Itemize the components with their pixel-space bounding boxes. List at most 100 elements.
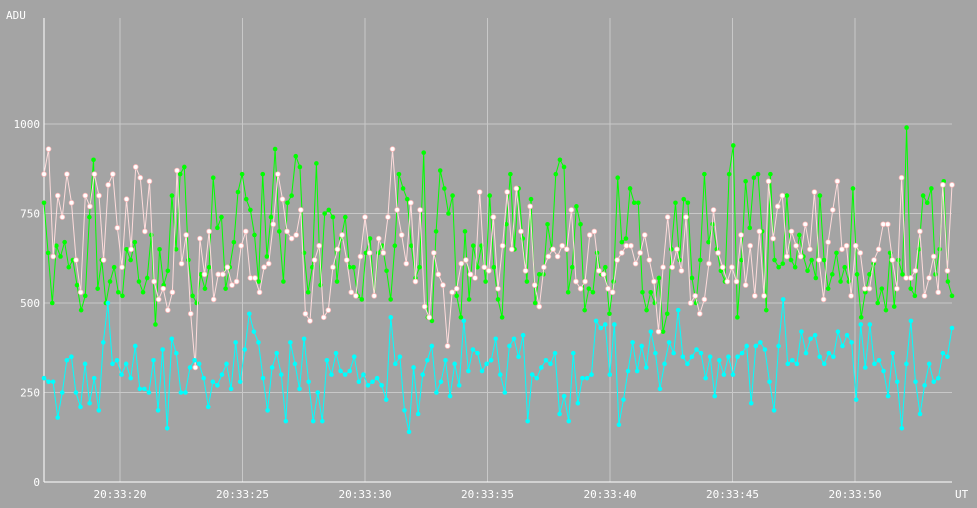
data-point — [903, 275, 909, 281]
series-layer — [41, 125, 955, 435]
data-point — [374, 375, 380, 381]
data-point — [867, 322, 873, 327]
x-tick-label: 20:33:35 — [461, 488, 514, 501]
data-point — [621, 397, 626, 402]
data-point — [646, 257, 653, 263]
data-point — [499, 242, 506, 249]
y-tick-label: 500 — [20, 297, 40, 310]
data-point — [747, 225, 753, 231]
data-point — [545, 253, 552, 260]
data-point — [866, 285, 873, 292]
data-point — [73, 390, 79, 395]
data-point — [463, 257, 469, 263]
data-point — [857, 250, 864, 256]
data-point — [742, 282, 749, 288]
data-point — [935, 289, 942, 296]
data-point — [687, 300, 694, 306]
data-point — [174, 350, 179, 356]
data-point — [128, 257, 133, 263]
data-point — [261, 264, 267, 271]
data-point — [160, 347, 165, 352]
data-point — [421, 150, 427, 155]
data-point — [675, 307, 681, 313]
data-point — [404, 196, 410, 202]
data-point — [738, 232, 744, 238]
data-point — [144, 275, 150, 281]
data-point — [45, 250, 51, 256]
data-point — [636, 200, 641, 206]
data-point — [45, 146, 52, 152]
data-point — [812, 332, 818, 338]
data-point — [940, 182, 946, 188]
data-point — [284, 228, 290, 235]
data-point — [669, 264, 676, 271]
data-point — [450, 193, 455, 198]
data-point — [586, 286, 592, 291]
data-point — [385, 214, 391, 220]
data-point — [674, 246, 680, 253]
data-point — [876, 357, 882, 363]
data-point — [820, 296, 827, 303]
data-point — [389, 146, 396, 152]
y-tick-label: 1000 — [14, 118, 41, 131]
data-point — [224, 361, 229, 367]
data-point — [762, 347, 768, 352]
data-point — [763, 307, 769, 313]
data-point — [949, 325, 955, 331]
data-point — [309, 264, 315, 270]
data-point — [351, 354, 357, 360]
data-point — [55, 415, 60, 420]
data-point — [508, 171, 513, 177]
data-point — [183, 232, 189, 238]
data-point — [467, 271, 474, 278]
data-point — [719, 264, 726, 271]
data-point — [843, 242, 850, 249]
data-point — [739, 350, 745, 356]
data-point — [334, 246, 341, 253]
data-point — [50, 253, 56, 260]
data-point — [797, 253, 804, 260]
data-point — [165, 307, 171, 313]
data-point — [907, 275, 914, 281]
data-point — [264, 254, 270, 259]
data-point — [743, 178, 748, 184]
data-point — [220, 271, 226, 278]
data-point — [891, 304, 897, 309]
data-point — [483, 279, 488, 284]
data-point — [96, 408, 102, 413]
data-point — [662, 361, 667, 367]
data-point — [607, 311, 612, 317]
data-point — [817, 354, 822, 360]
data-point — [169, 193, 175, 198]
data-point — [904, 125, 909, 130]
data-point — [146, 178, 153, 185]
data-point — [898, 174, 905, 181]
x-unit-label: UT — [955, 488, 969, 501]
data-point — [730, 372, 736, 377]
data-point — [936, 375, 941, 381]
data-point — [825, 239, 831, 245]
data-point — [177, 171, 183, 177]
data-point — [111, 264, 117, 270]
data-point — [316, 242, 322, 249]
data-point — [305, 289, 311, 295]
data-point — [205, 404, 211, 410]
data-point — [632, 260, 639, 267]
data-point — [348, 289, 355, 296]
data-point — [49, 300, 55, 306]
data-point — [475, 350, 480, 356]
data-point — [64, 171, 70, 177]
data-point — [706, 239, 711, 245]
data-point — [365, 383, 371, 388]
data-point — [598, 325, 603, 331]
data-point — [375, 235, 382, 242]
data-point — [862, 285, 868, 292]
data-point — [586, 232, 593, 238]
data-point — [858, 315, 864, 320]
data-point — [224, 264, 231, 271]
data-point — [753, 343, 759, 349]
data-point — [105, 182, 112, 188]
data-point — [880, 221, 887, 228]
data-point — [614, 257, 621, 263]
data-point — [119, 372, 124, 377]
